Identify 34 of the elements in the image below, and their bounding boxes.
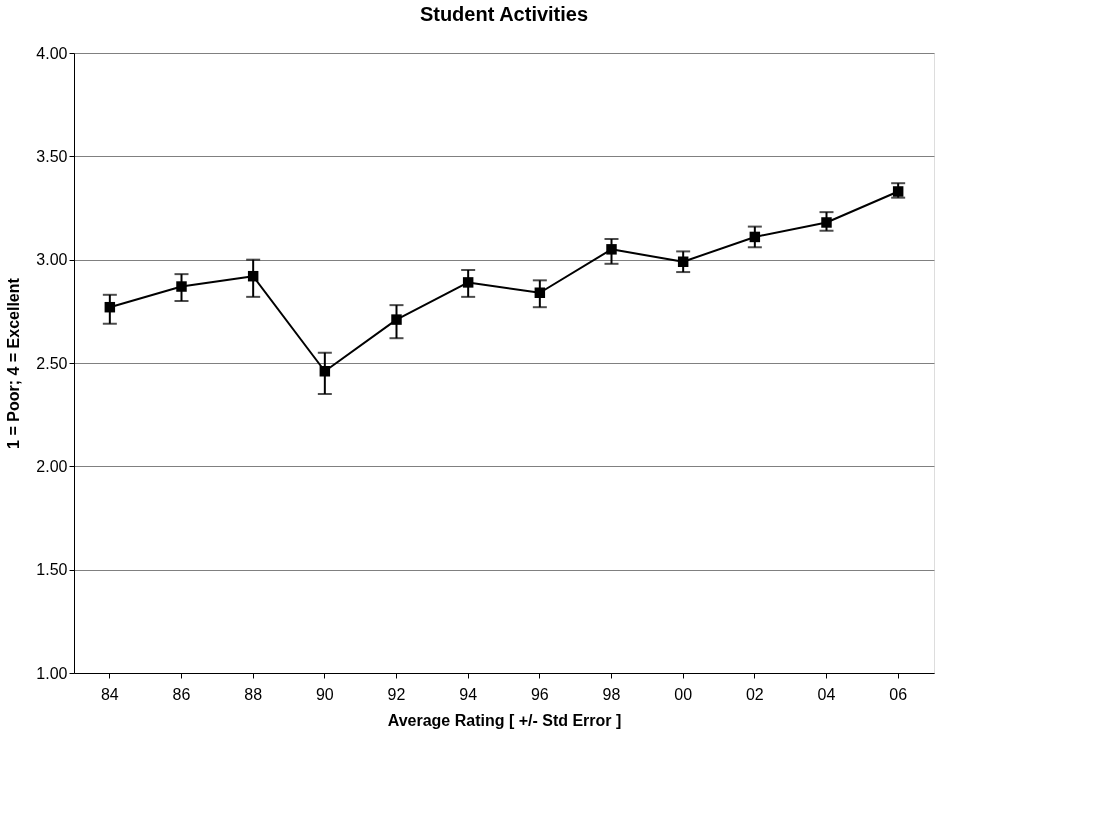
x-tick-label: 90 — [315, 685, 334, 703]
point — [677, 256, 689, 267]
point — [606, 244, 617, 255]
point — [391, 314, 402, 325]
point — [319, 366, 331, 377]
x-tick-label: 04 — [817, 685, 836, 703]
y-tick-label: 2.50 — [36, 354, 68, 372]
y-tick-label: 3.50 — [36, 147, 68, 165]
y-axis-title: 1 = Poor; 4 = Excellent — [5, 277, 23, 449]
point — [749, 231, 761, 243]
y-tick-label: 1.50 — [36, 561, 68, 579]
x-tick-label: 02 — [745, 685, 764, 703]
x-tick-label: 00 — [674, 685, 693, 703]
x-axis-title: Average Rating [ +/- Std Error ] — [387, 711, 622, 729]
y-tick-label: 1.00 — [36, 664, 68, 682]
x-tick-label: 96 — [530, 685, 549, 703]
y-tick-label: 2.00 — [36, 457, 68, 475]
x-tick-label: 88 — [244, 685, 263, 703]
x-tick-label: 06 — [889, 685, 908, 703]
x-tick-label: 98 — [602, 685, 621, 703]
point — [534, 287, 546, 298]
point — [892, 186, 904, 197]
chart-title: Student Activities — [419, 3, 589, 25]
point — [247, 270, 259, 282]
point — [176, 281, 187, 292]
x-tick-label: 94 — [459, 685, 478, 703]
x-tick-label: 86 — [172, 685, 191, 703]
y-tick-label: 3.00 — [36, 251, 68, 269]
point — [462, 277, 474, 288]
point — [104, 301, 116, 313]
x-tick-label: 84 — [100, 685, 119, 703]
x-tick-label: 92 — [387, 685, 406, 703]
y-tick-label: 4.00 — [36, 44, 68, 62]
point — [821, 217, 832, 228]
